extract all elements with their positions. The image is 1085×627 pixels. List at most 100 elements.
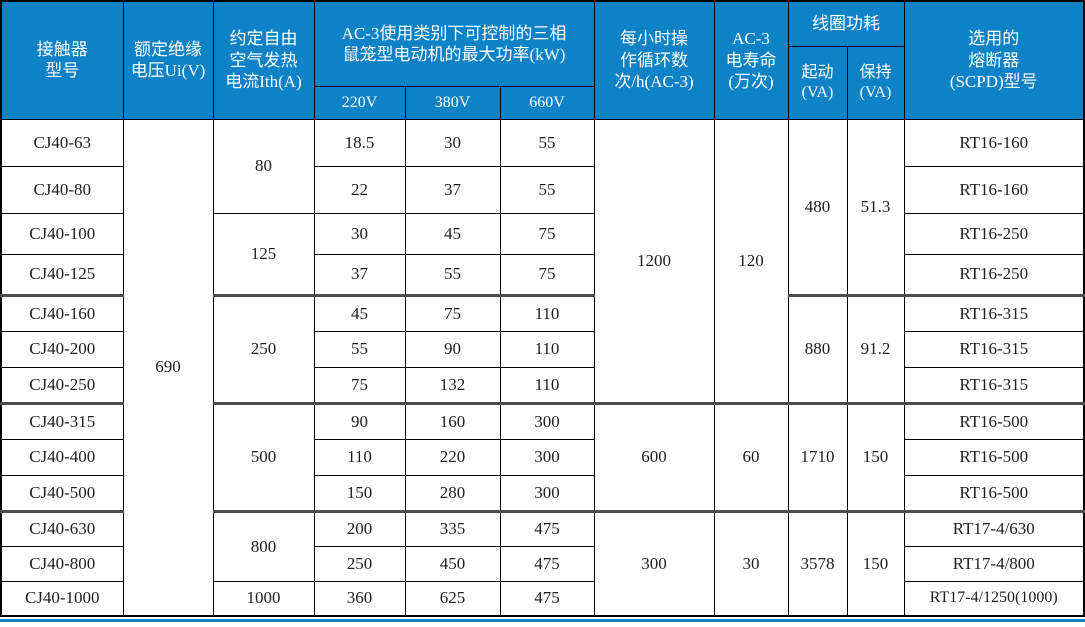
value-cell: 1200 (593, 118, 715, 405)
table-row: CJ40-800 250 450 475 RT17-4/800 (0, 545, 1085, 582)
value-cell: 91.2 (846, 294, 905, 405)
value-cell: 360 (313, 580, 406, 617)
table-row: CJ40-200 55 90 110 RT16-315 (0, 330, 1085, 368)
value-cell: 125 (212, 212, 315, 297)
header-220v: 220V (313, 85, 406, 120)
value-cell: 55 (499, 118, 595, 167)
value-cell: 3578 (787, 510, 848, 617)
model-cell: CJ40-800 (0, 545, 124, 582)
value-cell: RT17-4/1250(1000) (903, 580, 1085, 617)
value-cell: 55 (313, 330, 406, 368)
value-cell: 625 (404, 580, 501, 617)
value-cell: 30 (313, 212, 406, 255)
value-cell: 300 (499, 438, 595, 476)
value-cell: RT17-4/630 (903, 510, 1085, 547)
value-cell: RT17-4/800 (903, 545, 1085, 582)
table-row: CJ40-500 150 280 300 RT16-500 (0, 474, 1085, 513)
value-cell: 90 (404, 330, 501, 368)
header-380v: 380V (404, 85, 501, 120)
value-cell: 37 (313, 253, 406, 297)
value-cell: 600 (593, 402, 715, 513)
value-cell: 18.5 (313, 118, 406, 167)
model-cell: CJ40-630 (0, 510, 124, 547)
value-cell: 250 (212, 294, 315, 405)
model-cell: CJ40-80 (0, 165, 124, 214)
value-cell: 60 (713, 402, 789, 513)
value-cell: 480 (787, 118, 848, 297)
value-cell: 75 (499, 212, 595, 255)
value-cell: 300 (499, 402, 595, 440)
table-row: CJ40-250 75 132 110 RT16-315 (0, 366, 1085, 405)
table-row: CJ40-1000 1000 360 625 475 RT17-4/1250(1000) (0, 580, 1085, 617)
value-cell: 450 (404, 545, 501, 582)
value-cell: 75 (404, 294, 501, 332)
value-cell: 880 (787, 294, 848, 405)
value-cell: 150 (313, 474, 406, 513)
value-cell: 45 (404, 212, 501, 255)
value-cell: 475 (499, 510, 595, 547)
header-operating-cycles: 每小时操 作循环数 次/h(AC-3) (593, 0, 715, 120)
model-cell: CJ40-315 (0, 402, 124, 440)
bottom-accent-bar (0, 619, 1085, 622)
header-coil-power-group: 线圈功耗 (787, 0, 905, 47)
table-row: CJ40-160 250 45 75 110 880 91.2 RT16-315 (0, 294, 1085, 405)
value-cell: 22 (313, 165, 406, 214)
value-cell: 90 (313, 402, 406, 440)
value-cell: 475 (499, 545, 595, 582)
header-model: 接触器 型号 (0, 0, 124, 120)
value-cell: 335 (404, 510, 501, 547)
value-cell: RT16-500 (903, 474, 1085, 513)
model-cell: CJ40-125 (0, 253, 124, 297)
value-cell: RT16-500 (903, 402, 1085, 440)
value-cell: RT16-315 (903, 366, 1085, 405)
value-cell: 220 (404, 438, 501, 476)
model-cell: CJ40-160 (0, 294, 124, 332)
value-cell: 55 (499, 165, 595, 214)
value-cell: RT16-315 (903, 294, 1085, 332)
value-cell: 75 (499, 253, 595, 297)
table-row: CJ40-125 37 55 75 RT16-250 (0, 253, 1085, 297)
model-cell: CJ40-100 (0, 212, 124, 255)
table-row: CJ40-630 800 200 335 475 300 30 3578 150 RT17-4/6… (0, 510, 1085, 617)
header-coil-start: 起动 (VA) (787, 45, 848, 120)
header-insulation-voltage: 额定绝缘 电压Ui(V) (122, 0, 214, 120)
value-cell: RT16-160 (903, 118, 1085, 167)
value-cell: RT16-160 (903, 165, 1085, 214)
table-body: CJ40-63 690 80 18.5 30 55 1200 120 480 51.3 RT16-1… (0, 118, 1085, 617)
value-cell: 132 (404, 366, 501, 405)
value-cell: 1000 (212, 580, 315, 617)
value-cell: 1710 (787, 402, 848, 513)
value-cell: 120 (713, 118, 789, 405)
value-cell: 110 (499, 294, 595, 332)
value-cell: 51.3 (846, 118, 905, 297)
header-electrical-life: AC-3 电寿命 (万次) (713, 0, 789, 120)
value-cell: RT16-500 (903, 438, 1085, 476)
value-cell: 80 (212, 118, 315, 214)
value-cell: 30 (404, 118, 501, 167)
model-cell: CJ40-1000 (0, 580, 124, 617)
value-cell: 500 (212, 402, 315, 513)
value-cell: RT16-250 (903, 253, 1085, 297)
table-row: CJ40-80 22 37 55 RT16-160 (0, 165, 1085, 214)
table-row: CJ40-315 500 90 160 300 600 60 1710 150 RT16-500 (0, 402, 1085, 513)
header-coil-hold: 保持 (VA) (846, 45, 905, 120)
model-cell: CJ40-250 (0, 366, 124, 405)
value-cell: 280 (404, 474, 501, 513)
value-cell: 150 (846, 510, 905, 617)
value-cell: 110 (499, 330, 595, 368)
value-cell: 55 (404, 253, 501, 297)
value-cell: 690 (122, 118, 214, 617)
header-fuse-type: 选用的 熔断器 (SCPD)型号 (903, 0, 1085, 120)
value-cell: 475 (499, 580, 595, 617)
header-660v: 660V (499, 85, 595, 120)
value-cell: 160 (404, 402, 501, 440)
model-cell: CJ40-400 (0, 438, 124, 476)
value-cell: 800 (212, 510, 315, 582)
model-cell: CJ40-500 (0, 474, 124, 513)
table-row: CJ40-400 110 220 300 RT16-500 (0, 438, 1085, 476)
model-cell: CJ40-63 (0, 118, 124, 167)
value-cell: 150 (846, 402, 905, 513)
value-cell: 30 (713, 510, 789, 617)
